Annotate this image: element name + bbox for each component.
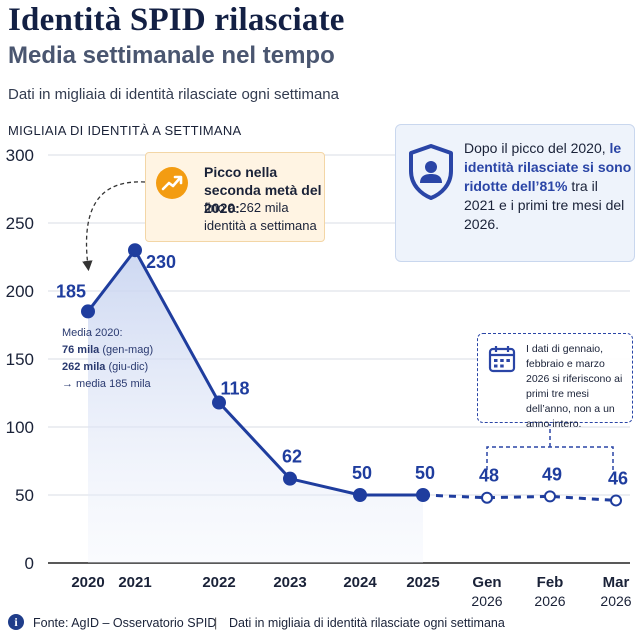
- data-label: 62: [282, 447, 302, 467]
- y-axis-label: MIGLIAIA DI IDENTITÀ A SETTIMANA: [8, 123, 242, 138]
- media-note-row: 262 mila (giu-dic): [62, 359, 182, 376]
- data-point: [544, 490, 556, 503]
- data-point: [353, 488, 367, 502]
- chart-title: Identità SPID rilasciate: [8, 2, 345, 38]
- x-tick-sublabel: 2026: [600, 593, 631, 609]
- footer: i Fonte: AgID – Osservatorio SPID | Dati…: [0, 612, 640, 640]
- x-tick-label: 2025: [406, 574, 439, 591]
- data-points: [81, 243, 622, 507]
- media-note-heading: Media 2020:: [62, 327, 123, 339]
- summary-note-text: Dopo il picco del 2020, le identità rila…: [464, 139, 632, 234]
- data-label: 50: [352, 463, 372, 483]
- x-tick-label: Gen: [472, 574, 501, 591]
- x-tick-label: 2022: [202, 574, 235, 591]
- summary-note-outro: tra il 2021 e i primi tre mesi del 2026.: [464, 178, 625, 232]
- info-icon: i: [8, 614, 24, 630]
- peak-callout: Picco nella seconda metà del 2020: fino …: [145, 152, 325, 242]
- data-label: 50: [415, 463, 435, 483]
- calendar-icon: [488, 346, 516, 373]
- y-tick-label: 50: [15, 486, 34, 505]
- data-label: 49: [542, 464, 562, 484]
- chart-subtitle: Media settimanale nel tempo: [8, 42, 335, 69]
- series-line-dashed: [422, 493, 617, 502]
- data-label: 118: [220, 379, 249, 399]
- summary-note: Dopo il picco del 2020, le identità rila…: [395, 124, 635, 262]
- data-point: [610, 494, 622, 507]
- data-point: [128, 243, 142, 258]
- x-tick-label: 2021: [118, 574, 151, 591]
- x-tick-label: 2020: [71, 574, 104, 591]
- x-tick-label: Mar: [603, 574, 630, 591]
- summary-note-highlight: le identità rilasciate si sono ridotte d…: [464, 140, 632, 194]
- y-tick-label: 200: [6, 282, 34, 301]
- y-tick-label: 100: [6, 418, 34, 437]
- media-note-value: 76 mila: [62, 344, 100, 356]
- y-axis-ticks: 0 50 100 150 200 250 300: [6, 146, 34, 573]
- media-note-value: 262 mila: [62, 361, 106, 373]
- data-label: 48: [479, 466, 499, 486]
- peak-arrow: [82, 181, 146, 272]
- x-tick-label: 2023: [273, 574, 306, 591]
- y-tick-label: 300: [6, 146, 34, 165]
- data-point: [212, 395, 226, 410]
- footer-note: Dati in migliaia di identità rilasciate …: [229, 616, 505, 630]
- shield-user-icon: [409, 144, 453, 200]
- peak-callout-text: fino a 262 mila identità a settimana: [204, 200, 317, 233]
- data-label: 230: [146, 252, 176, 272]
- data-label: 185: [56, 281, 86, 301]
- x-tick-label: Feb: [537, 574, 564, 591]
- media-note-row: 76 mila (gen-mag): [62, 342, 182, 359]
- trend-up-icon: [156, 167, 188, 199]
- data-point: [481, 491, 493, 504]
- media-note-period: (giu-dic): [108, 361, 149, 373]
- media-note-average: → media 185 mila: [62, 378, 151, 390]
- partial-data-note: I dati di gennaio, febbraio e marzo 2026…: [477, 333, 633, 430]
- summary-note-intro: Dopo il picco del 2020,: [464, 140, 606, 156]
- peak-callout-title: Picco nella seconda metà del 2020:: [204, 164, 322, 216]
- partial-data-bracket: [486, 424, 614, 470]
- media-2020-note: Media 2020: 76 mila (gen-mag) 262 mila (…: [62, 325, 182, 393]
- series-line-solid: [86, 247, 423, 497]
- x-axis-ticks: 2020 2021 2022 2023 2024 2025 Gen 2026 Feb 2026 Ma…: [71, 574, 631, 609]
- data-point: [416, 488, 430, 502]
- y-tick-label: 150: [6, 350, 34, 369]
- y-tick-label: 250: [6, 214, 34, 233]
- data-point: [283, 471, 297, 486]
- footer-separator: |: [214, 616, 218, 630]
- data-labels: 185 230 118 62 50 50 48 49 46: [56, 252, 628, 488]
- line-chart: 0 50 100 150 200 250 300 185 230 118 62 50 50 48 49 46…: [6, 146, 632, 609]
- x-tick-sublabel: 2026: [534, 593, 565, 609]
- x-tick-label: 2024: [343, 574, 377, 591]
- x-tick-sublabel: 2026: [471, 593, 502, 609]
- data-label: 46: [608, 468, 628, 488]
- footer-source: Fonte: AgID – Osservatorio SPID: [33, 616, 217, 630]
- y-tick-label: 0: [25, 554, 34, 573]
- media-note-period: (gen-mag): [102, 344, 154, 356]
- chart-description: Dati in migliaia di identità rilasciate …: [8, 86, 339, 103]
- data-point: [81, 304, 95, 319]
- area-fill: [88, 250, 423, 563]
- partial-data-note-text: I dati di gennaio, febbraio e marzo 2026…: [526, 343, 623, 430]
